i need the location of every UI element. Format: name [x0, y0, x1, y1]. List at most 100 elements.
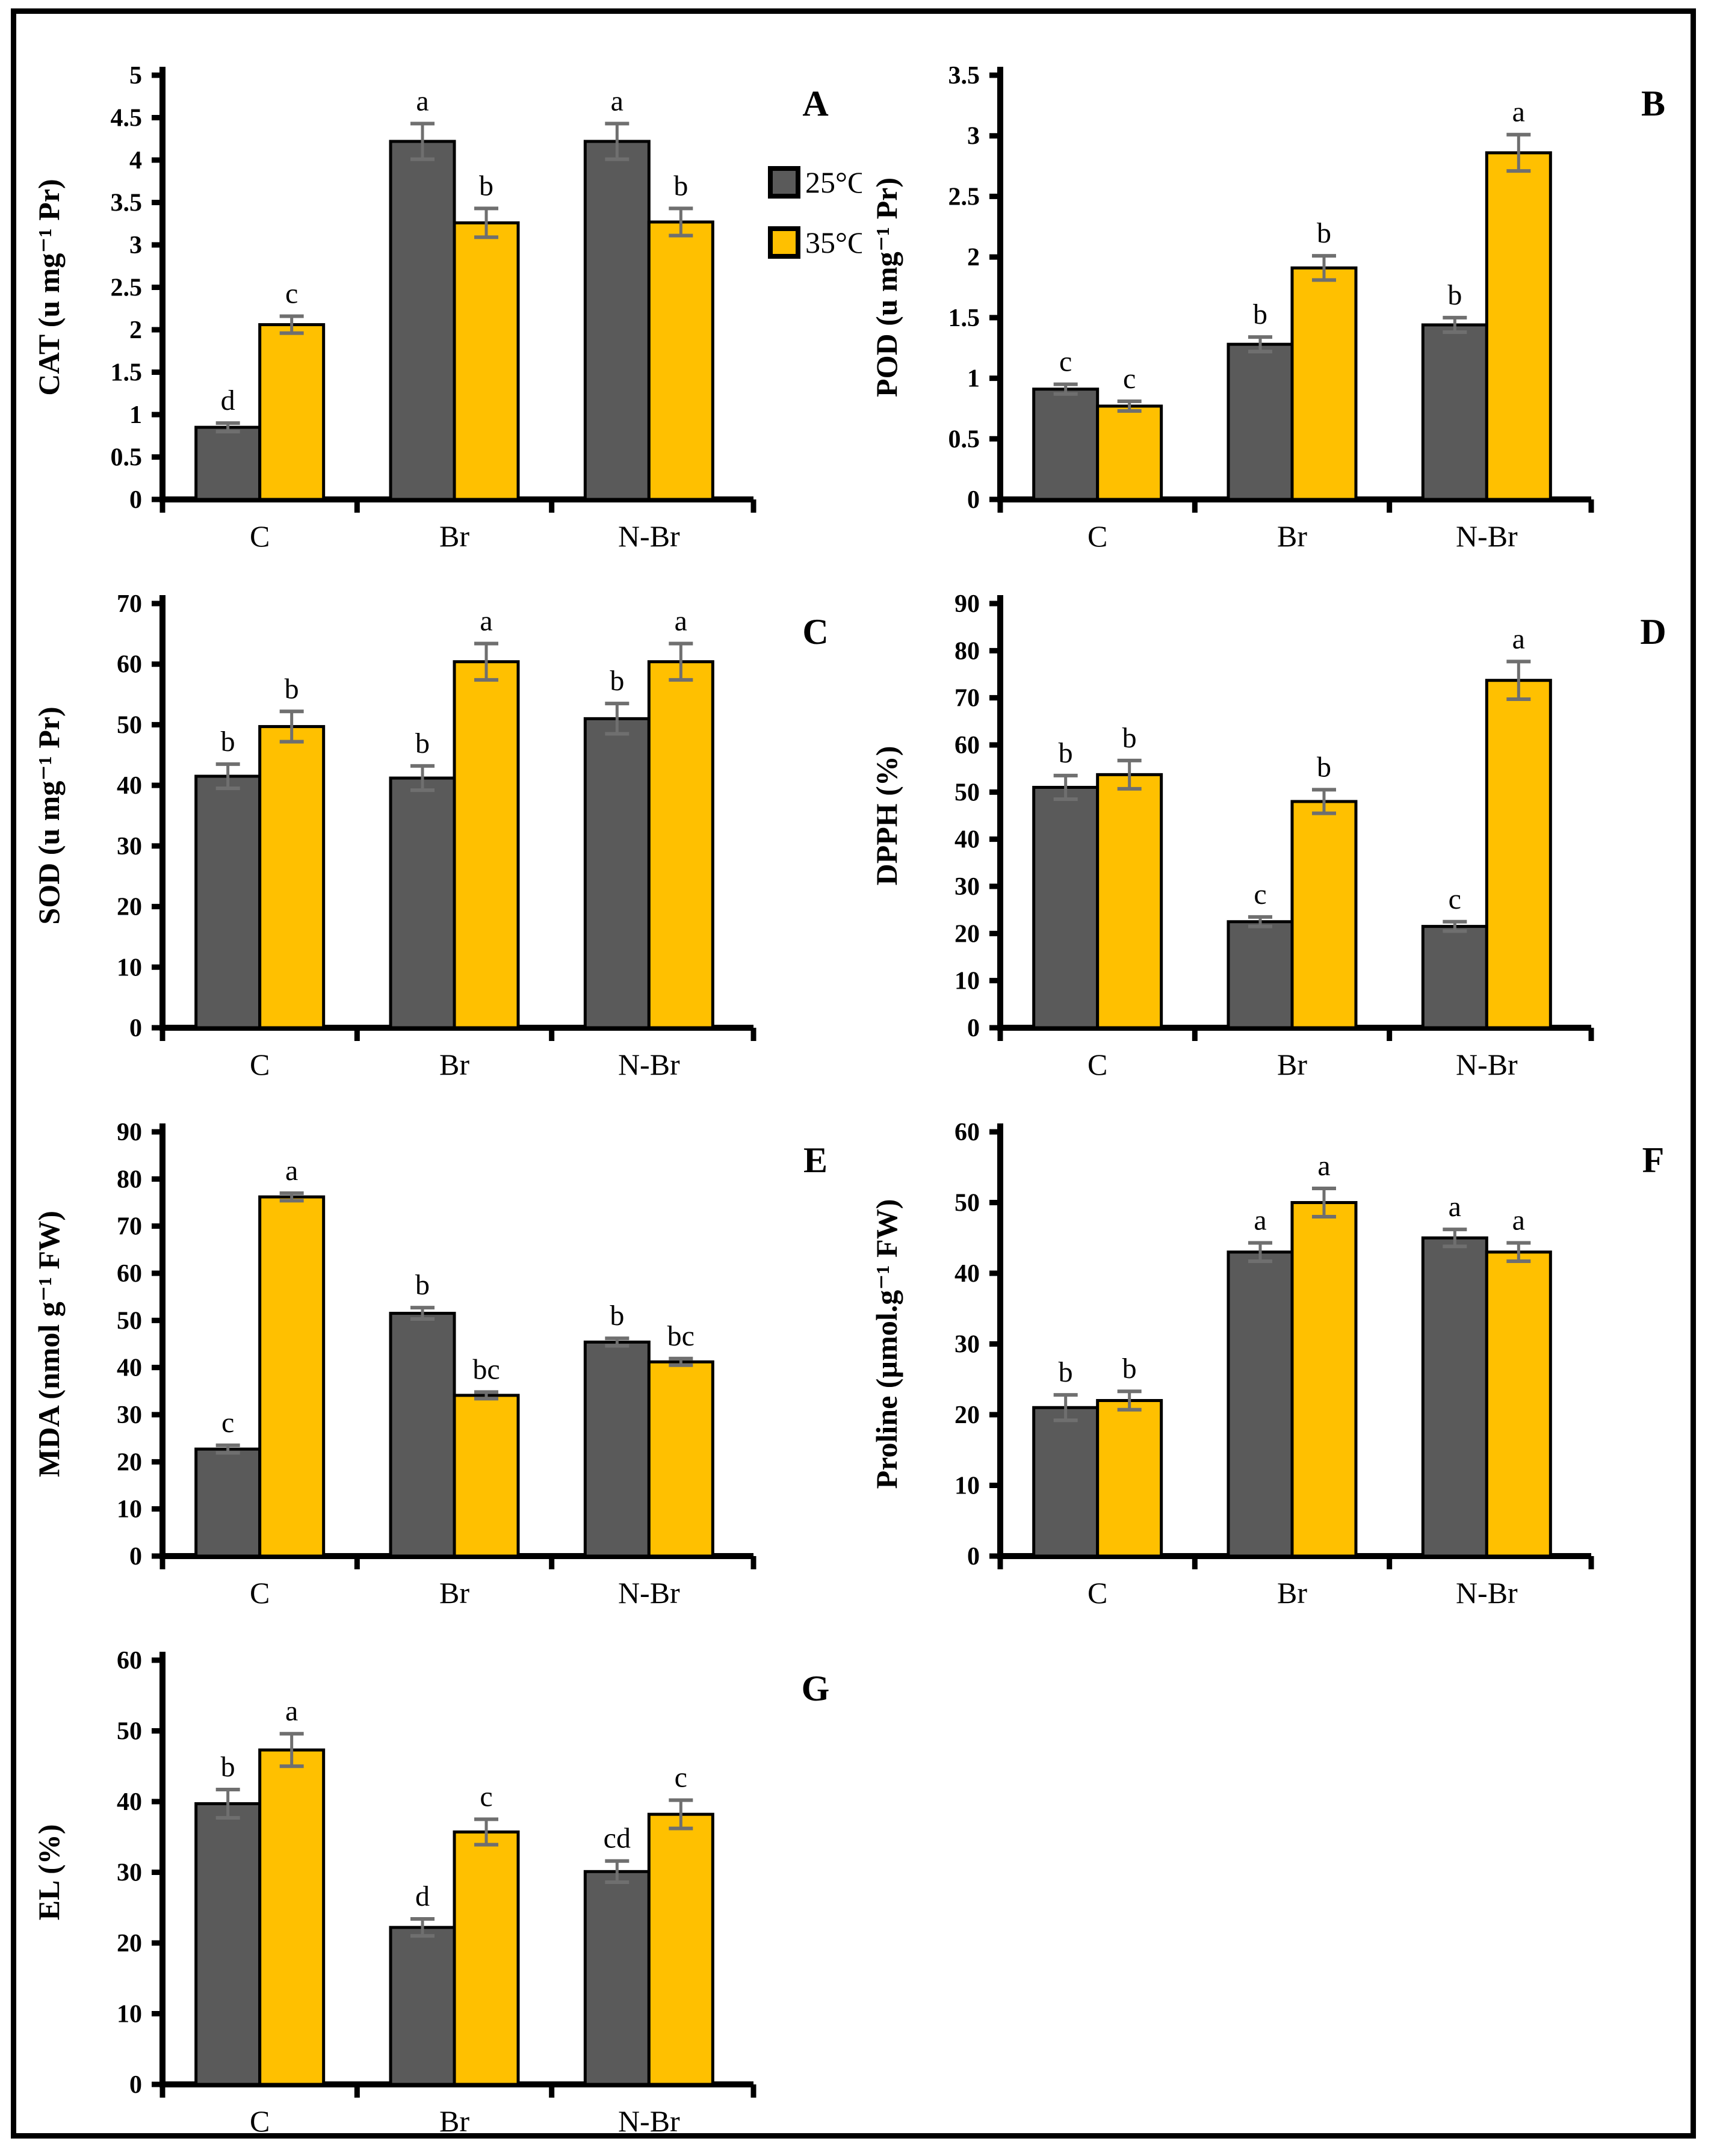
- category-label-C: C: [250, 1048, 270, 1081]
- sig-letter-35°C-C: b: [1122, 1353, 1137, 1385]
- y-tick-label: 10: [954, 968, 980, 995]
- bar-35°C-C: [1096, 404, 1163, 501]
- y-tick-label: 1.5: [111, 359, 143, 387]
- y-tick-label: 30: [117, 1859, 142, 1887]
- category-label-N-Br: N-Br: [618, 519, 680, 552]
- y-tick-label: 2.5: [111, 274, 143, 302]
- y-tick-label: 60: [117, 1647, 142, 1675]
- sig-letter-25°C-C: b: [221, 726, 235, 758]
- y-tick-label: 20: [117, 894, 142, 921]
- y-axis-ticks: 0 10 20 30 40 50 60 70 80 90: [954, 590, 1000, 1042]
- bar-25°C-N-Br: [583, 1870, 651, 2086]
- chart-C: 0 10 20 30 40 50 60 70 b b Cb a Br b a N-Br SOD (u mg⁻¹ …: [32, 590, 829, 1081]
- error-bar-35°C-Br: [474, 1817, 498, 1847]
- sig-letter-35°C-Br: b: [1317, 751, 1331, 783]
- y-tick-label: 80: [117, 1166, 142, 1193]
- panel-letter-F: F: [1642, 1140, 1665, 1180]
- error-bar-25°C-N-Br: [605, 122, 630, 161]
- error-bar-25°C-Br: [410, 764, 435, 792]
- y-axis-ticks: 0 0.5 1 1.5 2 2.5 3 3.5: [948, 62, 1000, 514]
- bar-25°C-C: [1032, 388, 1100, 501]
- bar-35°C-Br: [1290, 1201, 1358, 1558]
- chart-F: 0 10 20 30 40 50 60 b b Ca a Br a a N-Br Proline (µmol.…: [870, 1119, 1665, 1609]
- y-tick-label: 50: [117, 1307, 142, 1335]
- bar-25°C-N-Br: [1421, 925, 1488, 1030]
- x-axis-ticks: [159, 2084, 756, 2098]
- y-tick-label: 60: [954, 1119, 980, 1146]
- sig-letter-35°C-Br: bc: [472, 1353, 500, 1385]
- sig-letter-35°C-N-Br: bc: [667, 1320, 695, 1352]
- chart-E: 0 10 20 30 40 50 60 70 80 90 c a Cb bc Br b bc N-Br MDA (n…: [32, 1119, 828, 1609]
- sig-letter-35°C-Br: a: [1317, 1150, 1330, 1182]
- error-bar-25°C-Br: [1248, 915, 1272, 928]
- bar-35°C-N-Br: [1485, 679, 1552, 1030]
- sig-letter-25°C-C: b: [1059, 1356, 1073, 1388]
- legend-label-35°C: 35°C: [805, 226, 862, 259]
- bar-35°C-Br: [1290, 800, 1358, 1030]
- sig-letter-35°C-Br: c: [480, 1781, 492, 1812]
- sig-letter-35°C-C: a: [285, 1155, 298, 1187]
- sig-letter-35°C-N-Br: a: [1512, 623, 1525, 655]
- error-bar-35°C-N-Br: [669, 641, 693, 682]
- y-axis-title: SOD (u mg⁻¹ Pr): [32, 706, 66, 924]
- y-tick-label: 40: [117, 772, 142, 800]
- sig-letter-35°C-C: c: [1123, 363, 1136, 395]
- category-label-C: C: [250, 2104, 270, 2137]
- bar-35°C-N-Br: [647, 220, 714, 501]
- legend-swatch-25°C: [768, 166, 800, 199]
- error-bar-25°C-Br: [410, 1306, 435, 1321]
- error-bar-35°C-C: [1117, 1389, 1142, 1412]
- bar-35°C-N-Br: [647, 1360, 714, 1558]
- sig-letter-25°C-C: c: [221, 1407, 234, 1439]
- error-bar-35°C-Br: [1312, 1187, 1336, 1219]
- y-tick-label: 20: [954, 920, 980, 948]
- error-bar-25°C-C: [215, 421, 240, 434]
- error-bar-35°C-C: [1117, 758, 1142, 791]
- sig-letter-25°C-C: c: [1059, 346, 1072, 378]
- y-tick-label: 40: [954, 826, 980, 854]
- y-axis-ticks: 0 10 20 30 40 50 60 70 80 90: [117, 1119, 162, 1571]
- y-tick-label: 0: [967, 1543, 980, 1571]
- y-axis-title: MDA (nmol g⁻¹ FW): [32, 1211, 66, 1477]
- sig-letter-25°C-Br: d: [415, 1880, 430, 1912]
- sig-letter-35°C-Br: b: [1317, 217, 1331, 249]
- bar-35°C-Br: [453, 660, 520, 1030]
- error-bar-35°C-N-Br: [669, 1798, 693, 1830]
- error-bar-25°C-C: [1053, 773, 1078, 802]
- category-label-N-Br: N-Br: [618, 2104, 680, 2137]
- sig-letter-35°C-C: b: [1122, 722, 1137, 754]
- panel-letter-E: E: [803, 1140, 828, 1180]
- sig-letter-25°C-Br: b: [1253, 298, 1267, 330]
- y-tick-label: 2: [129, 317, 142, 344]
- error-bar-25°C-Br: [410, 122, 435, 161]
- y-tick-label: 70: [117, 590, 142, 618]
- error-bar-35°C-Br: [474, 206, 498, 239]
- error-bar-25°C-N-Br: [1443, 315, 1467, 335]
- bar-35°C-C: [1096, 773, 1163, 1030]
- bar-25°C-C: [194, 1802, 262, 2086]
- chart-A: 0 0.5 1 1.5 2 2.5 3 3.5 4 4.5 5 d c Ca b Br a b N-Br CAT (u…: [32, 62, 862, 552]
- sig-letter-35°C-C: c: [285, 277, 298, 309]
- bar-35°C-Br: [453, 1830, 520, 2086]
- error-bar-35°C-N-Br: [669, 1356, 693, 1367]
- bar-35°C-N-Br: [1485, 151, 1552, 501]
- y-tick-label: 30: [117, 1401, 142, 1429]
- error-bar-35°C-N-Br: [1506, 659, 1531, 702]
- legend-swatch-35°C: [768, 226, 800, 259]
- error-bar-25°C-N-Br: [605, 1859, 630, 1884]
- bar-25°C-C: [194, 425, 262, 501]
- bar-35°C-N-Br: [1485, 1250, 1552, 1558]
- panel-letter-A: A: [802, 84, 828, 123]
- y-axis-ticks: 0 10 20 30 40 50 60: [954, 1119, 1000, 1571]
- y-tick-label: 4: [129, 147, 142, 175]
- error-bar-35°C-C: [279, 1191, 304, 1203]
- error-bar-25°C-C: [1053, 1393, 1078, 1422]
- category-label-Br: Br: [439, 519, 469, 552]
- y-axis-title: DPPH (%): [870, 746, 903, 886]
- error-bar-25°C-Br: [1248, 335, 1272, 354]
- sig-letter-25°C-C: d: [221, 385, 235, 416]
- y-tick-label: 30: [954, 873, 980, 901]
